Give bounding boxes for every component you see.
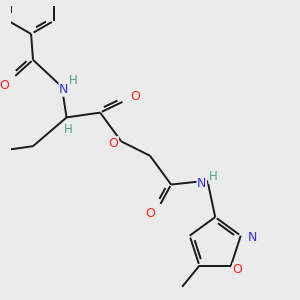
Text: H: H <box>69 74 78 88</box>
Text: H: H <box>64 123 73 136</box>
Text: O: O <box>145 207 155 220</box>
Text: O: O <box>131 90 140 103</box>
Text: O: O <box>109 137 118 150</box>
Text: O: O <box>233 263 243 276</box>
Text: O: O <box>0 79 9 92</box>
Text: N: N <box>59 83 68 96</box>
Text: H: H <box>209 170 218 183</box>
Text: N: N <box>248 231 257 244</box>
Text: N: N <box>197 177 206 190</box>
